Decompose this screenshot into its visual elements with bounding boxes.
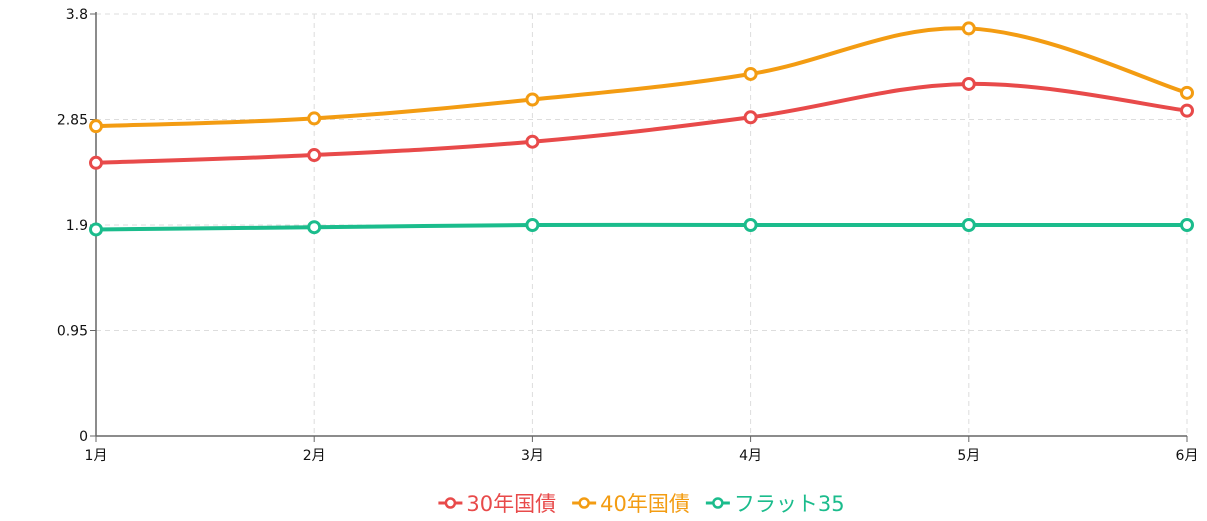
data-point[interactable] (743, 110, 758, 125)
data-point[interactable] (1180, 218, 1194, 232)
data-point[interactable] (961, 218, 976, 232)
data-point[interactable] (743, 66, 758, 81)
data-point[interactable] (307, 111, 322, 126)
legend-marker-icon (705, 497, 730, 509)
y-tick-label: 1.9 (66, 218, 88, 234)
legend-marker-icon (438, 497, 463, 509)
legend-label: フラット35 (734, 492, 845, 516)
data-point[interactable] (961, 76, 976, 91)
data-point[interactable] (525, 134, 540, 149)
y-tick-label: 0.95 (57, 324, 88, 340)
x-tick-label: 3月 (521, 448, 544, 464)
legend[interactable]: 30年国債 40年国債 フラット35 (438, 492, 845, 516)
data-point[interactable] (743, 218, 758, 232)
data-point[interactable] (961, 21, 976, 36)
data-point[interactable] (1180, 85, 1194, 100)
legend-item[interactable]: フラット35 (705, 492, 845, 516)
series-group (89, 76, 1194, 170)
data-point[interactable] (307, 220, 322, 235)
series-group (89, 21, 1194, 134)
legend-dot (444, 497, 457, 509)
x-tick-label: 5月 (957, 448, 980, 464)
legend-label: 30年国債 (466, 492, 556, 516)
legend-item[interactable]: 40年国債 (572, 492, 690, 516)
axis-layer: 0 0.95 1.9 2.85 3.8 1月 2月 3月 4月 5月 6月 (57, 7, 1199, 464)
data-point[interactable] (89, 119, 103, 134)
data-point[interactable] (89, 222, 103, 237)
legend-marker-icon (572, 497, 597, 509)
data-point[interactable] (525, 92, 540, 107)
x-tick-label: 6月 (1176, 448, 1199, 464)
y-tick-label: 2.85 (57, 113, 88, 129)
x-tick-label: 2月 (303, 448, 326, 464)
legend-dot (712, 497, 724, 509)
legend-dot (578, 497, 590, 509)
x-tick-label: 1月 (85, 448, 108, 464)
series-line (94, 81, 1189, 165)
series-group (89, 218, 1194, 237)
data-point[interactable] (89, 155, 103, 170)
legend-item[interactable]: 30年国債 (438, 492, 556, 516)
data-point[interactable] (525, 218, 540, 232)
legend-label: 40年国債 (600, 492, 690, 516)
series-line (94, 26, 1189, 129)
series-line (94, 222, 1189, 232)
data-point[interactable] (1180, 103, 1194, 118)
x-tick-label: 4月 (739, 448, 762, 464)
y-tick-label: 3.8 (66, 7, 88, 23)
series-layer (89, 21, 1194, 237)
data-point[interactable] (307, 148, 322, 163)
y-tick-label: 0 (79, 429, 88, 445)
